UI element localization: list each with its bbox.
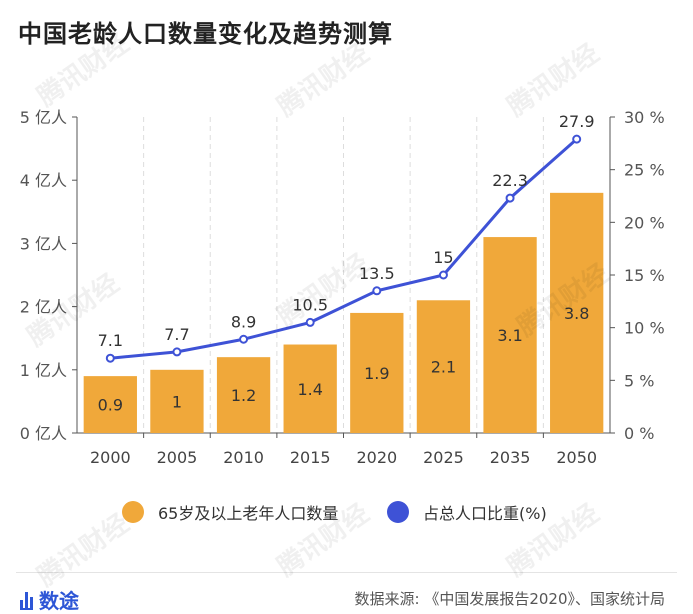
legend-item-bar[interactable]: 65岁及以上老年人口数量	[122, 500, 338, 524]
bar	[350, 312, 404, 433]
line-value-label: 27.9	[559, 112, 595, 131]
chart-title: 中国老龄人口数量变化及趋势测算	[18, 20, 393, 48]
bar	[216, 357, 271, 433]
bar-value-label: 1.9	[364, 364, 389, 383]
x-tick-label: 2015	[290, 448, 331, 467]
line-point	[172, 347, 182, 357]
bar-value-label: 3.8	[564, 304, 589, 323]
series-line	[110, 137, 578, 360]
y-right-tick-label: 15 %	[624, 266, 665, 285]
line-point	[438, 270, 448, 280]
legend-line-swatch	[387, 501, 409, 523]
y-right-tick-label: 25 %	[624, 161, 665, 180]
line-value-label: 22.3	[492, 171, 528, 190]
y-left-tick-label: 2 亿人	[20, 298, 67, 317]
x-tick-label: 2020	[356, 448, 397, 467]
y-right-tick-label: 30 %	[624, 108, 665, 127]
line-value-label: 8.9	[231, 312, 256, 331]
x-tick-label: 2035	[490, 448, 531, 467]
watermark: 腾讯财经	[32, 508, 135, 593]
bar-value-label: 1.4	[297, 380, 322, 399]
y-left-tick-label: 5 亿人	[20, 108, 67, 127]
bar	[83, 376, 137, 433]
y-right-tick-label: 20 %	[624, 213, 665, 232]
y-right-tick-label: 0 %	[624, 424, 654, 443]
line-value-label: 13.5	[359, 264, 395, 283]
x-tick-label: 2025	[423, 448, 464, 467]
x-tick-label: 2010	[223, 448, 264, 467]
y-left-tick-label: 3 亿人	[20, 234, 67, 253]
y-left-tick-label: 1 亿人	[20, 361, 67, 380]
bar	[550, 192, 604, 433]
line-value-label: 10.5	[292, 295, 328, 314]
line-point	[105, 353, 115, 363]
bar-chart-icon	[20, 590, 33, 610]
bar-value-label: 1.2	[231, 386, 256, 405]
legend-bar-label: 65岁及以上老年人口数量	[158, 504, 339, 523]
line-point	[305, 317, 315, 327]
bar	[150, 369, 204, 433]
bar	[483, 237, 537, 433]
bar-value-label: 0.9	[98, 396, 123, 415]
y-right-tick-label: 5 %	[624, 371, 654, 390]
line-point	[505, 193, 515, 203]
x-tick-label: 2050	[556, 448, 597, 467]
x-tick-label: 2005	[157, 448, 198, 467]
line-value-label: 7.7	[164, 325, 189, 344]
y-left-tick-label: 0 亿人	[20, 424, 67, 443]
y-right-tick-label: 10 %	[624, 319, 665, 338]
bar-value-label: 2.1	[431, 358, 456, 377]
brand-name: 数途	[39, 589, 79, 613]
bar-value-label: 1	[172, 392, 182, 411]
legend-line-label: 占总人口比重(%)	[423, 504, 547, 523]
line-point	[239, 334, 249, 344]
bar	[283, 344, 337, 433]
bar-value-label: 3.1	[497, 326, 522, 345]
legend-bar-swatch	[122, 501, 144, 523]
line-value-label: 7.1	[98, 331, 123, 350]
data-source: 数据来源: 《中国发展报告2020》、国家统计局	[354, 590, 666, 608]
x-tick-label: 2000	[90, 448, 131, 467]
line-value-label: 15	[433, 248, 453, 267]
line-point	[572, 134, 582, 144]
footer-divider	[16, 572, 677, 573]
chart: 0 亿人 1 亿人 2 亿人 3 亿人 4 亿人 5 亿人 0 % 5 % 10 % 15 % 20…	[20, 108, 665, 467]
line-point	[372, 286, 382, 296]
legend-item-line[interactable]: 占总人口比重(%)	[387, 500, 547, 524]
bar	[416, 300, 471, 433]
brand-logo: 数途	[20, 585, 79, 614]
y-left-tick-label: 4 亿人	[20, 171, 67, 190]
